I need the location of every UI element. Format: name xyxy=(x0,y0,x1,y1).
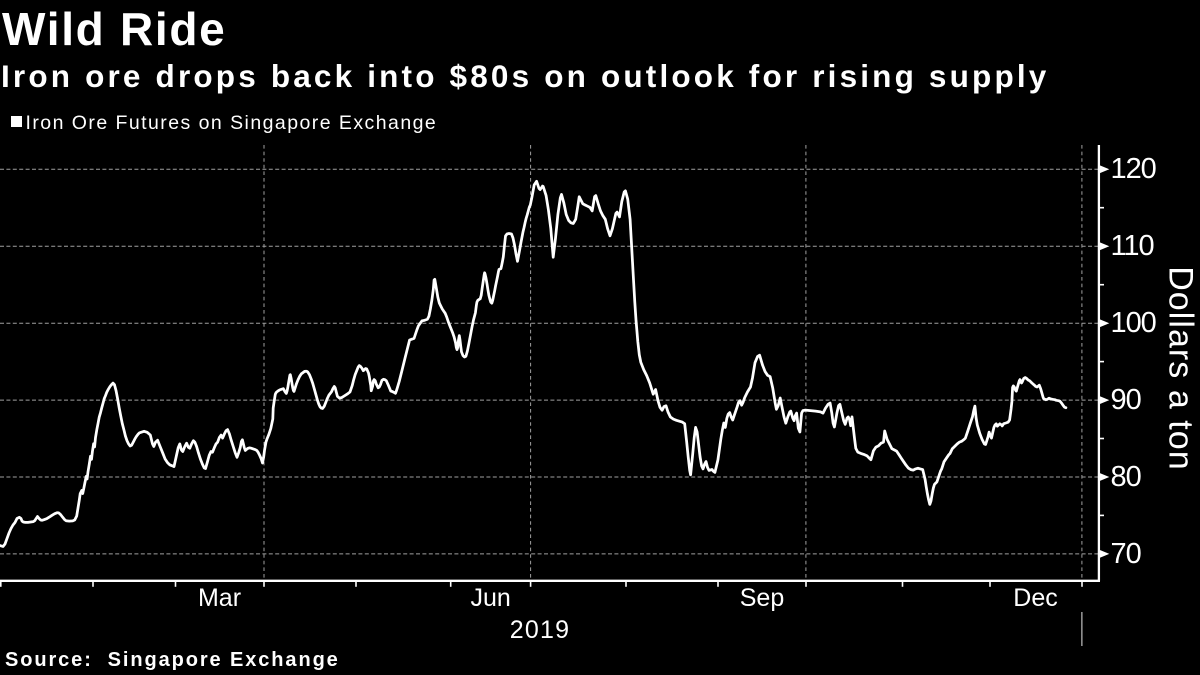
svg-text:Dollars a ton: Dollars a ton xyxy=(1162,266,1200,471)
